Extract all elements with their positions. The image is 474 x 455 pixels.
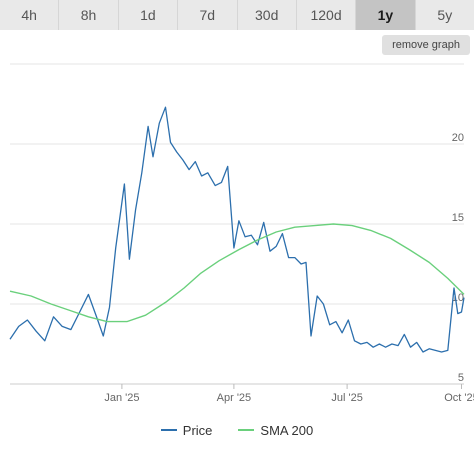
x-tick-label: Jul '25: [331, 392, 362, 404]
grid-lines: [10, 63, 464, 385]
y-tick-label-15: 15: [452, 212, 464, 224]
tab-4h[interactable]: 4h: [0, 0, 59, 30]
timeframe-tabs: 4h 8h 1d 7d 30d 120d 1y 5y: [0, 0, 474, 30]
tab-120d[interactable]: 120d: [296, 0, 356, 30]
tab-30d[interactable]: 30d: [237, 0, 296, 30]
remove-graph-button[interactable]: remove graph: [382, 35, 470, 55]
series-line-price: [9, 106, 465, 353]
legend-label-price: Price: [182, 422, 213, 438]
x-axis: Jan '25 Apr '25 Jul '25 Oct '25: [10, 383, 474, 404]
series-line-sma-200: [9, 223, 465, 323]
x-tick-label: Oct '25: [444, 392, 474, 404]
legend-label-sma-200: SMA 200: [260, 422, 314, 438]
tab-5y[interactable]: 5y: [415, 0, 474, 30]
x-tick-label: Jan '25: [104, 392, 139, 404]
series-lines: [9, 106, 465, 353]
y-tick-label-20: 20: [452, 132, 464, 144]
tab-8h[interactable]: 8h: [59, 0, 118, 30]
legend-item-sma-200[interactable]: SMA 200: [238, 423, 313, 438]
x-tick-label: Apr '25: [217, 392, 252, 404]
legend-swatch-price: [160, 429, 177, 431]
tab-1d[interactable]: 1d: [118, 0, 178, 30]
tab-7d[interactable]: 7d: [178, 0, 237, 30]
tab-1y[interactable]: 1y: [356, 0, 415, 30]
chart-legend: Price SMA 200: [0, 421, 474, 439]
y-tick-label-5: 5: [458, 372, 464, 384]
legend-swatch-sma-200: [238, 429, 255, 431]
legend-item-price[interactable]: Price: [160, 422, 213, 438]
